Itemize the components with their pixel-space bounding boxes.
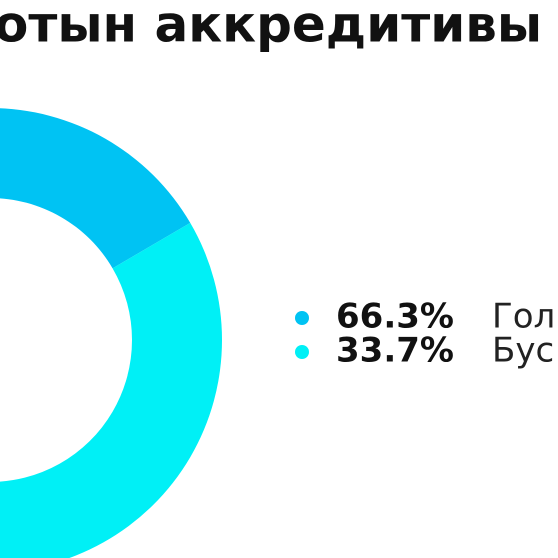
donut-segment xyxy=(0,108,191,269)
legend-value: 66.3% xyxy=(336,297,454,337)
legend-marker xyxy=(295,311,309,325)
donut-segment xyxy=(0,222,222,558)
legend-value: 33.7% xyxy=(336,331,454,371)
legend-label: Гол xyxy=(492,297,555,337)
legend-marker xyxy=(295,345,309,359)
legend-label: Бус xyxy=(492,331,554,371)
chart-title: отын аккредитивы xyxy=(0,0,542,54)
